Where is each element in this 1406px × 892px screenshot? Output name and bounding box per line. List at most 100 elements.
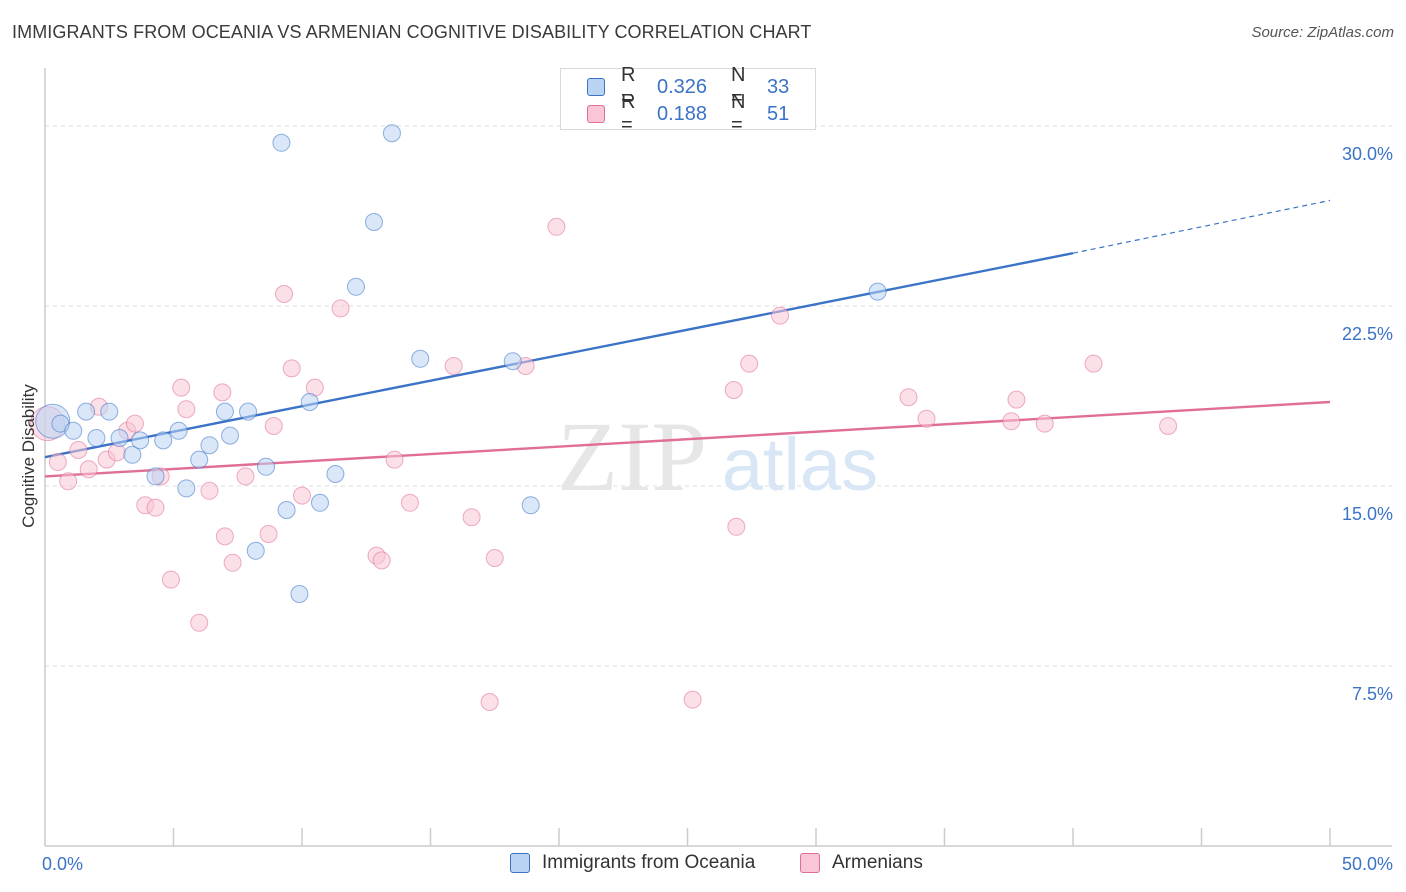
point-oceania [64,421,83,440]
point-armenians [917,409,936,428]
stats-legend: R = 0.326 N = 33 R = 0.188 N = 51 [560,64,816,136]
point-oceania [346,277,365,296]
r-label: R = [621,64,636,109]
point-armenians [223,553,242,572]
oceania-legend-label: Immigrants from Oceania [542,852,756,873]
point-armenians [1035,414,1054,433]
point-oceania [364,213,383,231]
point-armenians [727,517,746,536]
axes [44,68,1392,847]
point-oceania [87,429,106,447]
y-axis-label: Cognitive Disability [19,384,38,528]
r-label: R = [621,91,636,136]
y-tick-label: 7.5% [1352,684,1393,704]
oceania-swatch [587,78,605,96]
chart-title: IMMIGRANTS FROM OCEANIA VS ARMENIAN COGN… [12,22,812,42]
point-armenians [79,460,98,479]
point-oceania [272,133,291,152]
point-armenians [125,414,144,433]
point-armenians [59,472,78,491]
gridlines [45,125,1392,667]
point-armenians [724,381,743,399]
point-armenians [480,693,499,711]
point-oceania [110,429,129,447]
point-oceania [123,445,142,464]
point-oceania [200,436,219,455]
point-oceania [239,402,258,421]
point-armenians [161,570,180,589]
armenians-swatch [587,105,605,123]
point-armenians [385,450,404,469]
oceania-legend-swatch [510,853,530,873]
point-armenians [400,493,419,512]
point-armenians [282,359,301,378]
n-label: N = [731,64,746,109]
r-value-oceania: 0.326 [657,75,708,98]
r-value-armenians: 0.188 [657,102,708,125]
point-armenians [485,549,504,567]
point-armenians [177,400,196,419]
x-tick-labels: 0.0% 50.0% [42,854,1393,874]
point-oceania [77,402,96,421]
watermark-zip: ZIP [557,401,707,512]
point-oceania [411,349,430,368]
point-armenians [771,306,790,325]
point-armenians [213,383,232,402]
point-armenians [146,498,165,517]
point-armenians [200,481,219,500]
y-tick-labels: 7.5% 15.0% 22.5% 30.0% [1342,144,1393,704]
point-armenians [547,217,566,236]
y-tick-label: 30.0% [1342,144,1393,164]
point-oceania [503,352,522,371]
point-armenians [264,417,283,435]
point-oceania [300,393,319,411]
point-oceania [100,402,119,421]
data-points [30,124,1178,711]
point-oceania [221,426,240,445]
point-oceania [246,541,265,560]
n-label: N = [731,91,746,136]
point-oceania [290,585,309,603]
x-tick-label: 0.0% [42,854,83,874]
point-oceania [868,282,887,301]
point-oceania [382,124,401,143]
point-armenians [236,467,255,486]
point-armenians [1002,412,1021,431]
point-oceania [169,421,188,440]
point-armenians [740,354,759,373]
n-value-armenians: 51 [767,102,790,125]
trend-line-oceania [44,252,1074,459]
point-armenians [215,527,234,546]
armenians-legend-label: Armenians [832,852,923,873]
point-armenians [444,357,463,375]
point-oceania [521,496,540,515]
point-armenians [172,378,191,397]
y-tick-label: 22.5% [1342,324,1393,344]
point-oceania [257,457,276,476]
watermark: ZIP atlas [557,401,878,512]
point-oceania [154,431,173,450]
point-armenians [1159,417,1178,435]
point-oceania [190,450,209,469]
point-armenians [372,551,391,570]
point-armenians [69,441,88,459]
point-oceania [146,467,165,486]
point-oceania [177,479,196,498]
point-armenians [48,453,67,471]
point-armenians [259,525,278,543]
point-armenians [331,299,350,318]
n-value-oceania: 33 [767,75,790,98]
x-tick-label: 50.0% [1342,854,1393,874]
source-credit: Source: ZipAtlas.com [1251,24,1394,41]
point-armenians [462,508,481,527]
point-armenians [1007,390,1026,409]
armenians-legend-swatch [800,853,820,873]
point-armenians [1084,354,1103,373]
point-oceania [131,431,150,450]
y-tick-label: 15.0% [1342,504,1393,524]
trend-line-oceania-extrapolated [1072,199,1331,254]
point-oceania [310,493,329,512]
point-armenians [275,285,294,303]
point-armenians [899,388,918,407]
